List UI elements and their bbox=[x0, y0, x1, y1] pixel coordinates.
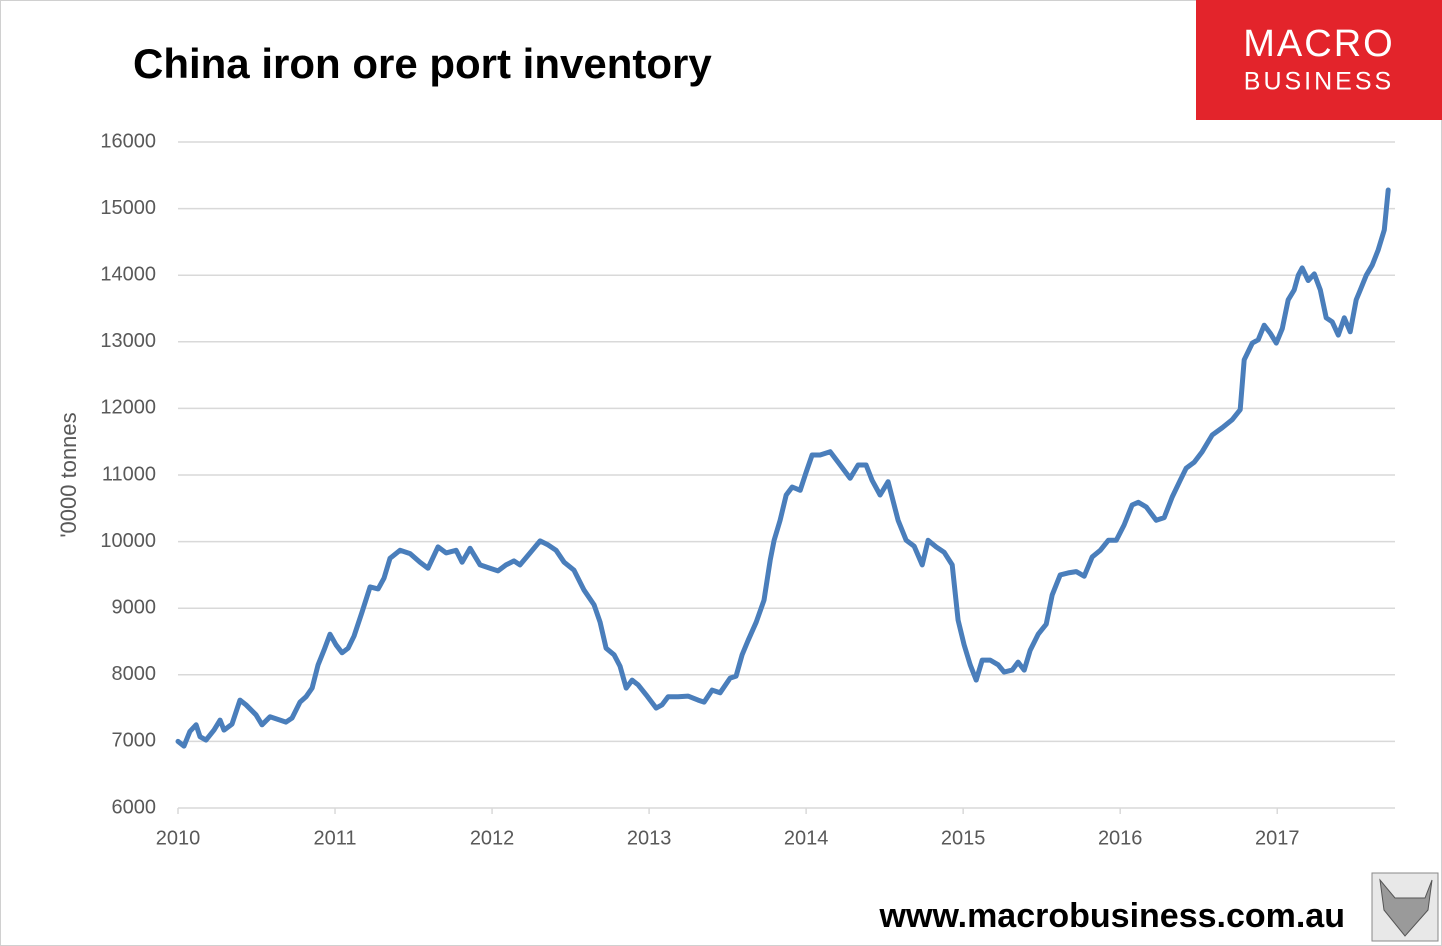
x-tick-label: 2017 bbox=[1255, 827, 1300, 849]
y-axis-title: '0000 tonnes bbox=[56, 412, 81, 537]
wolf-icon bbox=[1371, 872, 1439, 942]
logo-line: BUSINESS bbox=[1244, 68, 1394, 96]
y-tick-label: 8000 bbox=[112, 663, 157, 685]
y-tick-label: 14000 bbox=[100, 263, 156, 285]
data-line bbox=[175, 187, 1391, 749]
y-tick-label: 16000 bbox=[100, 130, 156, 152]
x-tick-label: 2010 bbox=[156, 827, 201, 849]
y-tick-label: 12000 bbox=[100, 397, 156, 419]
x-tick-label: 2016 bbox=[1098, 827, 1143, 849]
x-tick-label: 2013 bbox=[627, 827, 672, 849]
logo-box bbox=[1196, 0, 1442, 120]
chart-title: China iron ore port inventory bbox=[133, 40, 712, 87]
y-tick-label: 6000 bbox=[112, 796, 157, 818]
x-tick-label: 2014 bbox=[784, 827, 829, 849]
y-tick-label: 13000 bbox=[100, 330, 156, 352]
y-tick-label: 7000 bbox=[112, 730, 157, 752]
y-tick-label: 11000 bbox=[102, 463, 156, 485]
y-tick-label: 9000 bbox=[112, 596, 157, 618]
x-tick-label: 2015 bbox=[941, 827, 986, 849]
y-tick-label: 15000 bbox=[100, 197, 156, 219]
footer-url: www.macrobusiness.com.au bbox=[879, 897, 1345, 935]
logo-line: MACRO bbox=[1243, 23, 1394, 65]
y-tick-label: 10000 bbox=[100, 530, 156, 552]
x-tick-label: 2011 bbox=[314, 827, 357, 849]
x-tick-label: 2012 bbox=[470, 827, 515, 849]
